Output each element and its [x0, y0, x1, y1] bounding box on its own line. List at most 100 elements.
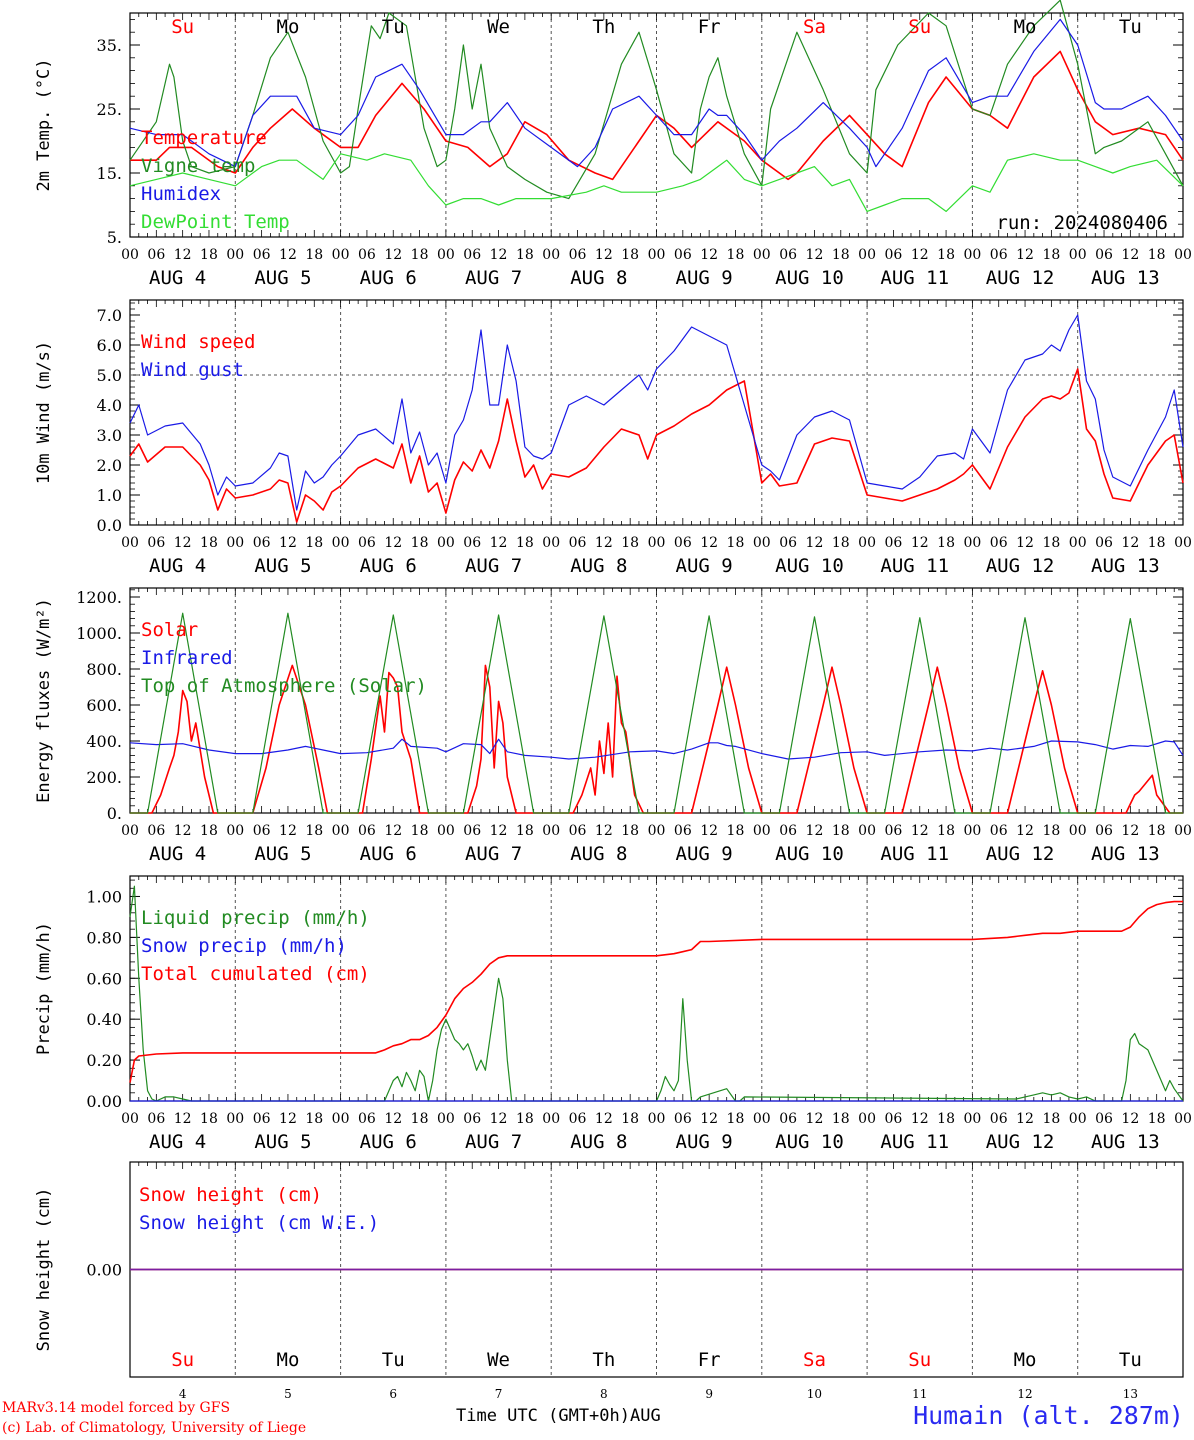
weekday-label-bottom: Mo	[277, 1349, 300, 1371]
x-hour-label: 12	[700, 535, 718, 551]
x-day-label: AUG 5	[254, 555, 311, 577]
series-line-3-1	[130, 664, 1183, 814]
x-hour-label: 00	[121, 535, 139, 551]
weekday-label-bottom: Su	[908, 1349, 931, 1371]
panel-2-frame	[129, 299, 1184, 526]
x-hour-label: 18	[937, 535, 955, 551]
x-hour-label: 06	[463, 823, 481, 839]
x-day-label: AUG 4	[149, 843, 206, 865]
x-hour-label: 12	[1121, 535, 1139, 551]
series-line-3-3	[130, 612, 1183, 814]
x-day-label: AUG 10	[775, 843, 844, 865]
x-hour-label: 00	[1174, 1111, 1192, 1127]
weekday-label-top: Mo	[1014, 16, 1037, 38]
series-line-4-1	[129, 885, 1184, 1102]
x-day-label: AUG 8	[570, 267, 627, 289]
x-hour-label: 18	[621, 247, 639, 263]
y-tick-label: 200.	[86, 768, 122, 787]
x-hour-label: 00	[753, 247, 771, 263]
x-hour-label: 18	[832, 247, 850, 263]
x-hour-label: 00	[121, 823, 139, 839]
x-hour-label: 00	[437, 535, 455, 551]
x-hour-label: 00	[648, 535, 666, 551]
series-line-1-4	[129, 153, 1184, 212]
x-hour-label: 18	[727, 535, 745, 551]
x-hour-label: 12	[1121, 823, 1139, 839]
x-hour-label: 18	[832, 1111, 850, 1127]
x-hour-label: 06	[358, 247, 376, 263]
x-day-label: AUG 7	[465, 1131, 522, 1153]
x-hour-label: 00	[963, 247, 981, 263]
x-hour-label: 18	[200, 823, 218, 839]
x-hour-label: 12	[1016, 1111, 1034, 1127]
x-hour-label: 00	[1174, 247, 1192, 263]
x-day-label: AUG 5	[254, 267, 311, 289]
x-hour-label: 12	[1121, 247, 1139, 263]
y-tick-label: 6.0	[97, 336, 122, 355]
x-hour-label: 18	[832, 535, 850, 551]
x-hour-label: 06	[147, 1111, 165, 1127]
y-tick-label: 400.	[86, 732, 122, 751]
x-hour-label: 18	[621, 535, 639, 551]
x-hour-label: 00	[1069, 1111, 1087, 1127]
x-hour-label: 06	[990, 823, 1008, 839]
y-tick-label: 600.	[86, 696, 122, 715]
x-hour-label: 06	[358, 823, 376, 839]
legend-entry: Total cumulated (cm)	[141, 963, 370, 985]
x-hour-label: 06	[147, 823, 165, 839]
day-number-label: 12	[1017, 1387, 1032, 1401]
x-hour-label: 12	[384, 823, 402, 839]
day-number-label: 9	[705, 1387, 713, 1401]
weekday-label-top: Su	[171, 16, 194, 38]
x-hour-label: 06	[885, 247, 903, 263]
y-tick-label: 0.80	[86, 928, 122, 947]
x-day-label: AUG 7	[465, 843, 522, 865]
y-tick-label: 0.40	[86, 1010, 122, 1029]
x-hour-label: 00	[858, 535, 876, 551]
x-hour-label: 18	[305, 823, 323, 839]
day-number-label: 13	[1123, 1387, 1138, 1401]
y-axis-label: Precip (mm/h)	[34, 922, 54, 1055]
x-hour-label: 06	[779, 1111, 797, 1127]
day-number-label: 7	[495, 1387, 503, 1401]
y-tick-label: 3.0	[97, 426, 122, 445]
legend-entry: Humidex	[141, 183, 221, 205]
x-hour-label: 12	[279, 823, 297, 839]
y-tick-label: 35.	[97, 36, 122, 55]
x-hour-label: 06	[1095, 823, 1113, 839]
legend-entry: Vigne temp	[141, 155, 255, 177]
x-hour-label: 00	[226, 1111, 244, 1127]
x-day-label: AUG 5	[254, 1131, 311, 1153]
x-hour-label: 00	[332, 823, 350, 839]
x-hour-label: 12	[174, 823, 192, 839]
x-hour-label: 00	[648, 1111, 666, 1127]
x-hour-label: 12	[174, 247, 192, 263]
x-hour-label: 18	[1042, 247, 1060, 263]
y-axis-label: Energy fluxes (W/m²)	[34, 598, 54, 803]
x-hour-label: 18	[305, 247, 323, 263]
station-name: Humain (alt. 287m)	[913, 1401, 1184, 1430]
y-tick-label: 5.0	[97, 366, 122, 385]
x-hour-label: 00	[542, 247, 560, 263]
x-hour-label: 12	[806, 1111, 824, 1127]
x-hour-label: 00	[963, 535, 981, 551]
legend-entry: Wind speed	[141, 331, 255, 353]
y-tick-label: 0.00	[86, 1092, 122, 1111]
time-axis-label: Time UTC (GMT+0h)AUG	[456, 1406, 661, 1426]
x-hour-label: 18	[411, 535, 429, 551]
x-hour-label: 12	[384, 1111, 402, 1127]
x-hour-label: 12	[806, 535, 824, 551]
x-day-label: AUG 11	[880, 267, 949, 289]
x-hour-label: 00	[753, 535, 771, 551]
x-hour-label: 06	[885, 823, 903, 839]
x-hour-label: 00	[542, 823, 560, 839]
y-tick-label: 0.0	[97, 516, 122, 535]
y-tick-label: 5.	[107, 228, 122, 247]
weekday-label-top: Fr	[698, 16, 721, 38]
x-hour-label: 12	[595, 823, 613, 839]
x-day-label: AUG 13	[1091, 555, 1160, 577]
x-day-label: AUG 6	[360, 843, 417, 865]
y-tick-label: 1.0	[97, 486, 122, 505]
x-hour-label: 06	[674, 535, 692, 551]
